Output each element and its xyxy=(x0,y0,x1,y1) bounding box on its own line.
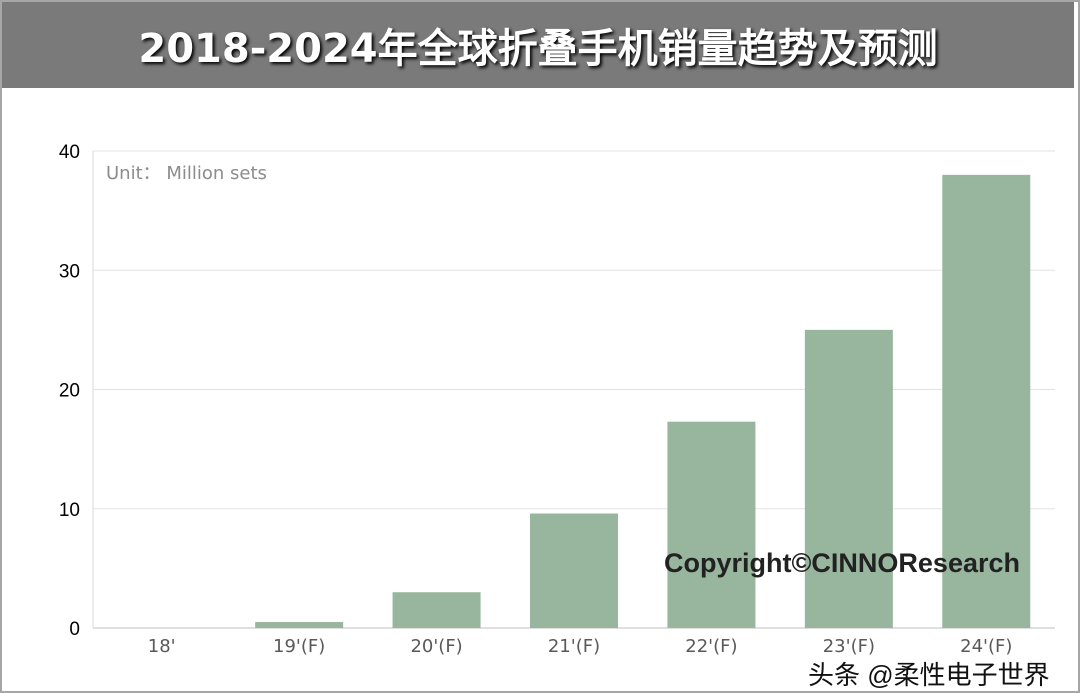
y-tick-label: 40 xyxy=(59,142,80,163)
bar xyxy=(392,592,481,628)
chart-title: 2018-2024年全球折叠手机销量趋势及预测 xyxy=(2,2,1074,88)
bar xyxy=(942,174,1031,628)
x-tick-label: 24'(F) xyxy=(960,636,1012,657)
bar xyxy=(667,421,756,628)
bar xyxy=(530,513,618,628)
x-tick-label: 23'(F) xyxy=(823,636,875,657)
bar xyxy=(255,622,344,628)
copyright-watermark: Copyright©CINNOResearch xyxy=(664,548,1020,578)
y-tick-label: 20 xyxy=(59,381,80,402)
x-tick-label: 19'(F) xyxy=(273,636,325,657)
x-tick-label: 21'(F) xyxy=(548,636,600,657)
source-watermark: 头条 @柔性电子世界 xyxy=(808,660,1050,690)
unit-label: Unit： Million sets xyxy=(106,163,267,184)
x-tick-label: 20'(F) xyxy=(410,636,462,657)
y-tick-label: 10 xyxy=(59,500,80,521)
x-tick-label: 18' xyxy=(148,636,176,657)
bar xyxy=(804,329,893,628)
y-tick-label: 0 xyxy=(69,619,80,640)
x-tick-label: 22'(F) xyxy=(685,636,737,657)
y-tick-label: 30 xyxy=(59,261,80,282)
